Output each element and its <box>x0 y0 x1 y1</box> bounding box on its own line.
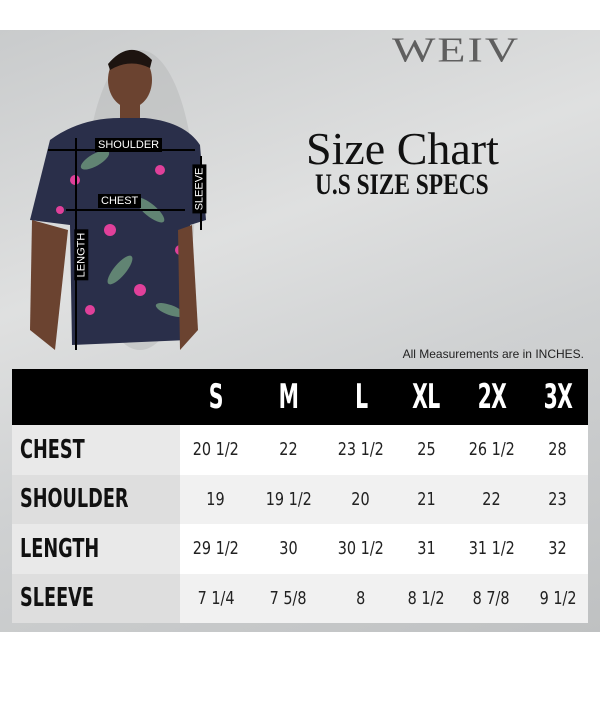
measurement-cell: 7 1/4 <box>179 573 253 623</box>
measurement-cell: 20 1/2 <box>179 425 253 475</box>
page-title: Size Chart <box>306 123 499 174</box>
size-table: S M L XL 2X 3X CHEST 20 1/2 22 23 1/2 25 26 1… <box>12 369 588 623</box>
measurement-cell: 20 <box>324 474 398 524</box>
chest-measure-label: CHEST <box>98 194 142 208</box>
size-header: 2X <box>455 369 528 425</box>
measurement-cell: 30 <box>252 524 325 574</box>
model-figure: SHOULDER CHEST SLEEVE LENGTH <box>20 30 220 370</box>
measurement-cell: 23 1/2 <box>324 425 398 475</box>
measurement-cell: 30 1/2 <box>324 524 398 574</box>
measurement-cell: 31 1/2 <box>455 524 528 574</box>
measurement-cell: 28 <box>527 425 588 475</box>
measurement-cell: 8 <box>324 573 398 623</box>
table-row: SLEEVE 7 1/4 7 5/8 8 8 1/2 8 7/8 9 1/2 <box>12 573 588 623</box>
table-row: SHOULDER 19 19 1/2 20 21 22 23 <box>12 474 588 524</box>
row-label: SLEEVE <box>12 573 180 623</box>
size-header: M <box>252 369 325 425</box>
measurement-cell: 22 <box>455 474 528 524</box>
measurement-cell: 31 <box>397 524 456 574</box>
size-header: L <box>324 369 398 425</box>
measurement-cell: 21 <box>397 474 456 524</box>
table-row: LENGTH 29 1/2 30 30 1/2 31 31 1/2 32 <box>12 524 588 574</box>
measurement-cell: 23 <box>527 474 588 524</box>
row-label: CHEST <box>12 425 180 475</box>
measurement-cell: 9 1/2 <box>527 573 588 623</box>
size-header: 3X <box>527 369 588 425</box>
table-row: CHEST 20 1/2 22 23 1/2 25 26 1/2 28 <box>12 425 588 475</box>
size-header: XL <box>397 369 456 425</box>
size-header-row: S M L XL 2X 3X <box>12 369 588 425</box>
page-subtitle: U.S SIZE SPECS <box>315 168 489 201</box>
measurement-cell: 32 <box>527 524 588 574</box>
brand-logo: WEIV <box>392 30 521 69</box>
header-corner <box>12 369 180 425</box>
measurement-cell: 8 1/2 <box>397 573 456 623</box>
measurement-cell: 29 1/2 <box>179 524 253 574</box>
measurement-cell: 7 5/8 <box>252 573 325 623</box>
measurement-cell: 22 <box>252 425 325 475</box>
measurement-cell: 19 <box>179 474 253 524</box>
shoulder-measure-label: SHOULDER <box>95 138 163 152</box>
row-label: LENGTH <box>12 524 180 574</box>
measurement-cell: 26 1/2 <box>455 425 528 475</box>
units-note: All Measurements are in INCHES. <box>402 347 584 361</box>
measurement-cell: 25 <box>397 425 456 475</box>
sleeve-measure-label: SLEEVE <box>192 164 207 214</box>
length-measure-label: LENGTH <box>74 229 89 281</box>
row-label: SHOULDER <box>12 474 180 524</box>
measurement-cell: 8 7/8 <box>455 573 528 623</box>
size-header: S <box>179 369 253 425</box>
measurement-cell: 19 1/2 <box>252 474 325 524</box>
